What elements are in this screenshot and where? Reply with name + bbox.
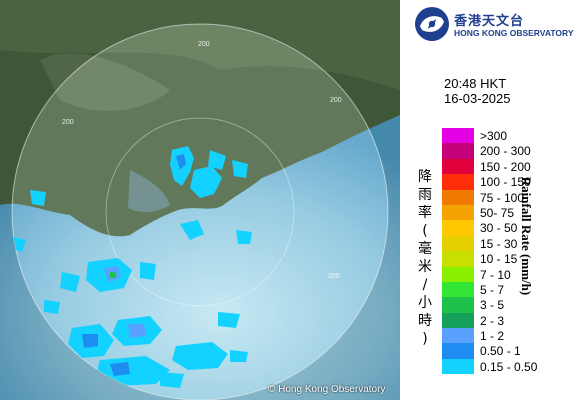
legend-swatch <box>442 251 474 267</box>
rain-echoes <box>12 146 252 388</box>
legend-label: 75 - 100 <box>480 190 525 205</box>
copyright-notice: © Hong Kong Observatory <box>268 384 386 395</box>
legend-row: 1 - 2 <box>442 328 557 344</box>
rain-echo <box>110 362 130 376</box>
legend-row: 2 - 3 <box>442 312 557 329</box>
legend-label: 15 - 30 <box>480 236 518 251</box>
legend-label: 10 - 15 <box>480 252 518 267</box>
legend-row: 10 - 15 <box>442 251 557 267</box>
legend-row: 100 - 150 <box>442 174 557 190</box>
rain-echo <box>236 230 252 244</box>
legend-swatch <box>442 143 474 159</box>
legend-swatch <box>442 174 474 190</box>
legend-label: >300 <box>480 129 508 143</box>
rainfall-rate-legend: >300 200 - 300 150 - 200 100 - 150 75 - 100 5… <box>442 128 557 375</box>
legend-row: 30 - 50 <box>442 220 557 236</box>
hko-emblem-icon <box>415 7 449 41</box>
range-label-northeast: 200 <box>330 97 342 104</box>
range-label-east: 200 <box>328 273 340 280</box>
rain-echo <box>176 154 186 170</box>
range-label-north: 200 <box>198 41 210 48</box>
legend-swatch <box>442 312 474 329</box>
legend-label: 150 - 200 <box>480 159 531 174</box>
rain-echo <box>44 300 60 314</box>
legend-swatch <box>442 204 474 221</box>
legend-swatch <box>442 328 474 344</box>
radar-map: 200 200 200 200 <box>0 0 400 400</box>
rain-echo <box>160 372 184 388</box>
range-label-west: 200 <box>62 119 74 126</box>
legend-row: 3 - 5 <box>442 297 557 313</box>
legend-swatch <box>442 220 474 236</box>
northern-highlands <box>0 0 400 90</box>
legend-label: 100 - 150 <box>480 175 531 190</box>
rain-echo <box>140 262 156 280</box>
info-panel: 香港天文台 HONG KONG OBSERVATORY 20:48 HKT 16… <box>400 0 577 400</box>
legend-swatch <box>442 343 474 359</box>
legend-label: 5 - 7 <box>480 282 505 297</box>
rain-echo <box>208 150 226 170</box>
legend-swatch <box>442 297 474 313</box>
legend-row: 200 - 300 <box>442 143 557 159</box>
legend-row: 5 - 7 <box>442 281 557 298</box>
legend-row: 50- 75 <box>442 204 557 221</box>
legend-swatch <box>442 189 474 205</box>
rain-echo <box>232 160 248 178</box>
legend-row: 0.15 - 0.50 <box>442 358 557 375</box>
radar-coverage-area <box>12 24 388 400</box>
legend-label: 7 - 10 <box>480 267 511 282</box>
logo-chinese-name: 香港天文台 <box>454 14 525 29</box>
legend-swatch <box>442 128 474 144</box>
legend-label: 2 - 3 <box>480 313 505 328</box>
rain-echo <box>218 312 240 328</box>
legend-row: 0.50 - 1 <box>442 343 557 359</box>
legend-swatch <box>442 281 474 298</box>
rain-echo <box>230 350 248 362</box>
pearl-river-estuary <box>128 170 170 212</box>
legend-title-chinese: 降雨率(毫米 / 小時) <box>418 169 432 347</box>
legend-label: 1 - 2 <box>480 329 505 344</box>
legend-swatch <box>442 235 474 252</box>
legend-row: 7 - 10 <box>442 266 557 282</box>
observation-time: 20:48 HKT <box>444 76 507 91</box>
legend-label: 0.50 - 1 <box>480 344 521 359</box>
rain-echo <box>110 272 116 278</box>
rain-echo <box>180 220 204 240</box>
legend-row: 150 - 200 <box>442 158 557 175</box>
pearl-river-plain <box>40 53 170 111</box>
rain-echo <box>172 342 228 370</box>
legend-swatch <box>442 158 474 175</box>
outside-range-shade <box>0 0 400 400</box>
rain-echo <box>128 324 146 338</box>
legend-title-english: Rainfall Rate (mm/h) <box>519 176 534 296</box>
legend-label: 50- 75 <box>480 205 515 220</box>
range-ring-outer <box>11 23 389 400</box>
rain-echo <box>60 272 80 292</box>
range-ring-inner <box>105 117 295 307</box>
legend-row: >300 <box>442 128 557 144</box>
legend-label: 200 - 300 <box>480 144 531 159</box>
logo-english-name: HONG KONG OBSERVATORY <box>454 28 574 38</box>
rain-echo <box>30 190 46 206</box>
legend-row: 15 - 30 <box>442 235 557 252</box>
legend-swatch <box>442 266 474 282</box>
observation-date: 16-03-2025 <box>444 91 511 106</box>
legend-swatch <box>442 358 474 375</box>
rain-echo <box>190 166 222 198</box>
legend-label: 0.15 - 0.50 <box>480 359 538 374</box>
legend-label: 30 - 50 <box>480 221 518 236</box>
radar-map-graphic: 200 200 200 200 <box>0 0 400 400</box>
hko-logo: 香港天文台 HONG KONG OBSERVATORY <box>414 6 577 42</box>
legend-row: 75 - 100 <box>442 189 557 205</box>
rain-echo <box>82 334 98 348</box>
legend-label: 3 - 5 <box>480 298 505 313</box>
